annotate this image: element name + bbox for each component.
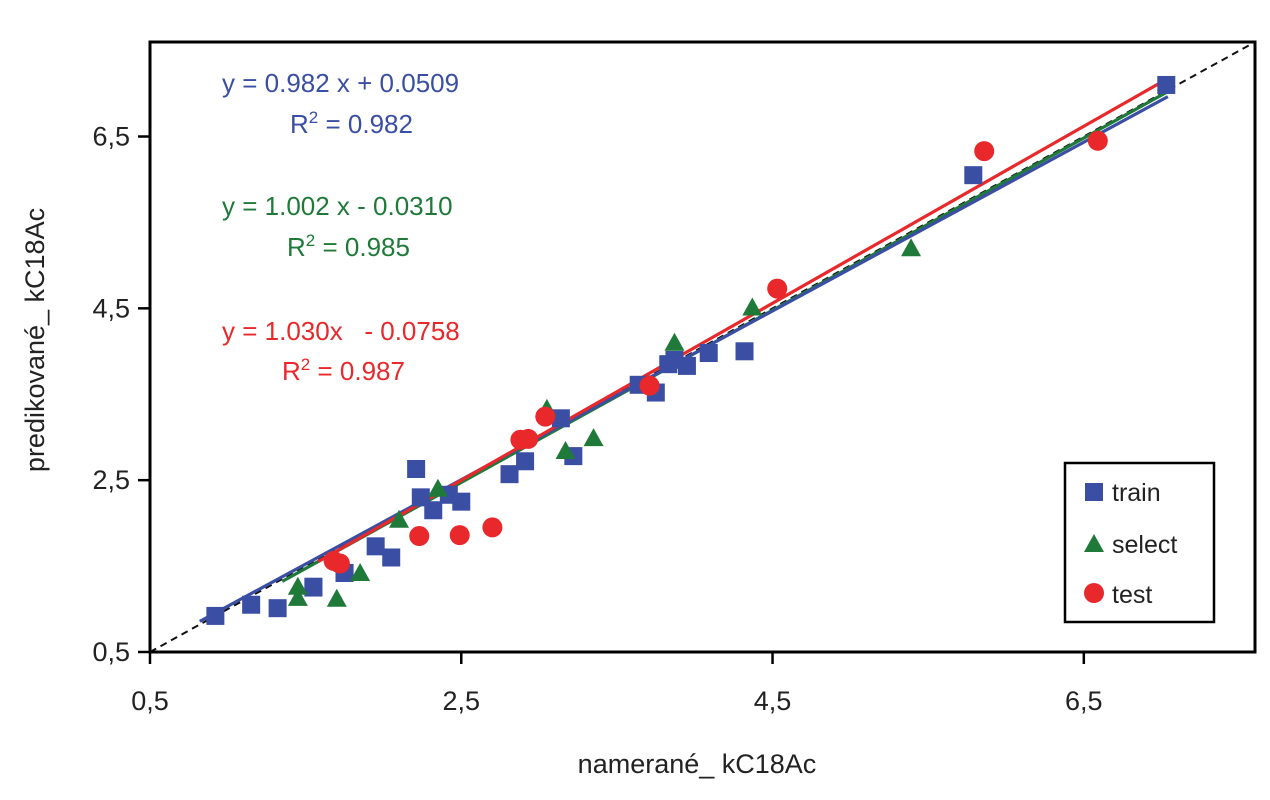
select-point bbox=[583, 428, 604, 447]
data-points-layer bbox=[206, 75, 1176, 625]
test-point bbox=[639, 375, 660, 396]
select-point bbox=[326, 588, 347, 607]
train-point bbox=[206, 606, 225, 625]
test-r2-label: R bbox=[282, 356, 301, 386]
y-tick-label: 4,5 bbox=[92, 293, 130, 323]
test-point bbox=[409, 526, 430, 547]
train-point bbox=[1157, 75, 1176, 94]
select-r2-label: R bbox=[287, 232, 306, 262]
train-point bbox=[735, 342, 754, 361]
train-point bbox=[407, 460, 426, 478]
test-point bbox=[974, 141, 995, 162]
x-tick-label: 2,5 bbox=[442, 686, 480, 716]
test-r2: R2 = 0.987 bbox=[282, 355, 405, 386]
axis-ticks-layer: 0,5 2,5 4,5 6,5 0,5 2,5 4,5 6,5 bbox=[92, 122, 1102, 716]
test-point bbox=[767, 278, 788, 299]
train-point bbox=[516, 452, 535, 471]
x-tick-label: 0,5 bbox=[131, 686, 169, 716]
select-r2: R2 = 0.985 bbox=[287, 231, 410, 262]
select-equation-annotation: y = 1.002 x - 0.0310 R2 = 0.985 bbox=[222, 191, 453, 262]
train-equation: y = 0.982 x + 0.0509 bbox=[222, 68, 459, 98]
test-r2-sup: 2 bbox=[301, 355, 310, 374]
select-point bbox=[287, 587, 308, 606]
select-equation: y = 1.002 x - 0.0310 bbox=[222, 191, 453, 221]
select-point bbox=[427, 478, 448, 497]
plot-area-frame bbox=[148, 40, 1257, 654]
train-point bbox=[268, 599, 287, 618]
test-point bbox=[1087, 130, 1108, 151]
select-point bbox=[664, 332, 685, 351]
test-r2-value: = 0.987 bbox=[310, 356, 405, 386]
select-r2-sup: 2 bbox=[306, 231, 315, 250]
y-axis-label: predikované_ kC18Ac bbox=[20, 208, 50, 472]
train-point bbox=[242, 595, 261, 614]
legend-train-marker bbox=[1085, 483, 1103, 501]
train-point bbox=[500, 465, 519, 484]
train-point bbox=[677, 356, 696, 375]
select-point bbox=[742, 297, 763, 316]
legend-select-marker bbox=[1084, 534, 1104, 552]
test-point bbox=[535, 406, 556, 427]
test-point bbox=[329, 553, 350, 574]
x-tick-label: 6,5 bbox=[1065, 686, 1103, 716]
test-equation-annotation: y = 1.030x - 0.0758 R2 = 0.987 bbox=[222, 316, 460, 386]
y-tick-label: 2,5 bbox=[92, 465, 130, 495]
train-point bbox=[551, 409, 570, 428]
train-r2-label: R bbox=[290, 109, 309, 139]
train-point bbox=[424, 501, 443, 520]
train-point bbox=[304, 577, 323, 596]
x-tick-label: 4,5 bbox=[754, 686, 792, 716]
select-r2-value: = 0.985 bbox=[315, 232, 410, 262]
select-point bbox=[555, 440, 576, 459]
x-axis-label: namerané_ kC18Ac bbox=[578, 749, 817, 779]
train-point bbox=[382, 548, 401, 567]
select-point bbox=[389, 509, 410, 528]
fit-line-test bbox=[317, 77, 1169, 564]
train-point bbox=[964, 166, 983, 185]
test-point bbox=[518, 428, 539, 449]
legend-select-label: select bbox=[1112, 531, 1177, 559]
select-point bbox=[901, 238, 922, 257]
select-point bbox=[287, 576, 308, 595]
legend: train select test bbox=[1063, 461, 1216, 624]
y-tick-label: 6,5 bbox=[92, 122, 130, 152]
y-tick-label: 0,5 bbox=[92, 637, 130, 667]
select-point bbox=[350, 562, 371, 581]
legend-test-label: test bbox=[1112, 581, 1152, 609]
legend-train-label: train bbox=[1112, 479, 1161, 507]
test-point bbox=[449, 525, 470, 546]
train-point bbox=[699, 344, 718, 363]
test-equation: y = 1.030x - 0.0758 bbox=[222, 316, 460, 346]
train-point bbox=[366, 537, 385, 556]
train-r2-value: = 0.982 bbox=[318, 109, 413, 139]
train-equation-annotation: y = 0.982 x + 0.0509 R2 = 0.982 bbox=[222, 68, 459, 139]
train-r2-sup: 2 bbox=[309, 108, 318, 127]
legend-test-marker bbox=[1084, 583, 1104, 603]
train-r2: R2 = 0.982 bbox=[290, 108, 413, 139]
test-point bbox=[482, 517, 503, 538]
train-point bbox=[452, 492, 471, 511]
